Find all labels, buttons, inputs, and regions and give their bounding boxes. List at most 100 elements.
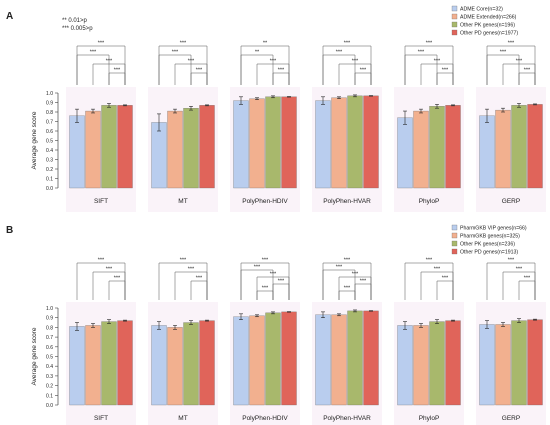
legend-swatch [451,29,458,36]
y-tick-label: 0.5 [46,355,53,361]
bar [363,95,379,189]
bar [495,109,511,189]
significance-stars: ** [255,50,260,56]
y-tick-label: 0.7 [46,120,53,126]
y-tick-label: 1.0 [46,306,53,312]
significance-stars: *** [270,59,277,65]
bar [85,110,101,189]
bar [151,122,167,189]
significance-stars: *** [262,286,269,292]
significance-stars: *** [114,276,121,282]
bar [413,325,429,406]
y-tick-label: 0.0 [46,186,53,192]
y-tick-label: 0.7 [46,335,53,341]
significance-stars: *** [524,68,531,74]
x-tick-label: GERP [502,198,520,205]
bar [249,315,265,406]
significance-bracket [518,280,536,300]
panel-a-label: A [6,11,13,22]
significance-stars: *** [180,41,187,47]
significance-stars: *** [360,68,367,74]
significance-bracket [518,72,536,85]
x-tick-label: MT [178,198,187,205]
significance-stars: *** [500,50,507,56]
significance-bracket [354,72,372,85]
significance-stars: *** [106,267,113,273]
x-tick-label: GERP [502,415,520,422]
y-tick-label: 0.3 [46,158,53,164]
significance-bracket [158,45,208,85]
significance-bracket [322,45,372,85]
bar [281,311,297,406]
bar [249,98,265,189]
significance-stars: *** [516,267,523,273]
significance-bracket [354,283,372,300]
legend-swatch [451,13,458,20]
bar [495,324,511,406]
significance-bracket [272,72,290,85]
x-tick-label: PolyPhen-HVAR [323,198,371,205]
bar [331,97,347,189]
chart-panel-a: 0.0 0.1 0.2 0.3 0.4 0.5 0.6 0.7 0.8 0.9 1.0 Average… [31,5,546,212]
bar [69,326,85,406]
significance-stars: ** [263,41,268,47]
significance-stars: *** [434,267,441,273]
significance-bracket [158,262,208,300]
significance-stars: *** [262,258,269,264]
significance-stars: *** [516,59,523,65]
panel-b-label: B [6,225,13,236]
significance-bracket [436,72,454,85]
x-tick-label: SIFT [94,198,108,205]
y-tick-label: 0.2 [46,384,53,390]
significance-bracket [404,54,438,85]
bar [151,325,167,406]
bar [183,322,199,406]
significance-bracket [108,72,126,85]
legend-label: ADME Extended(n=266) [460,15,517,21]
significance-stars: *** [352,272,359,278]
bar [167,110,183,189]
significance-bracket [190,280,208,300]
x-tick-label: PolyPhen-HVAR [323,415,371,422]
y-tick-label: 0.2 [46,167,53,173]
bar [101,321,117,406]
significance-stars: *** [344,286,351,292]
bar [167,327,183,406]
bar [429,106,445,189]
legend-label: PharmGKB VIP genes(n=66) [460,226,527,232]
significance-bracket [322,54,356,85]
bar [413,110,429,189]
significance-bracket [108,280,126,300]
y-tick-label: 0.9 [46,316,53,322]
significance-stars: *** [418,50,425,56]
x-tick-label: SIFT [94,415,108,422]
significance-bracket [76,54,110,85]
y-tick-label: 0.5 [46,139,53,145]
bar [265,312,281,406]
significance-stars: *** [336,50,343,56]
significance-stars: *** [352,59,359,65]
bar [397,117,413,189]
bar [199,105,215,189]
legend-label: Other PK genes(n=196) [460,23,515,29]
significance-bracket [256,290,274,300]
bar [511,320,527,406]
significance-stars: *** [180,258,187,264]
bar [233,100,249,189]
bar [347,95,363,189]
significance-stars: *** [344,41,351,47]
significance-stars: *** [426,41,433,47]
y-axis-label: Average gene score [31,111,38,169]
legend-swatch [451,5,458,12]
significance-stars: *** [270,272,277,278]
legend-label: Other PD genes(n=1913) [460,250,518,256]
significance-bracket [272,283,290,300]
bar [199,320,215,406]
significance-stars: *** [98,258,105,264]
y-tick-label: 0.8 [46,325,53,331]
y-tick-label: 0.4 [46,148,53,154]
significance-stars: *** [98,41,105,47]
legend-label: ADME Core(n=32) [460,7,503,13]
significance-bracket [486,54,520,85]
significance-bracket [240,45,290,85]
